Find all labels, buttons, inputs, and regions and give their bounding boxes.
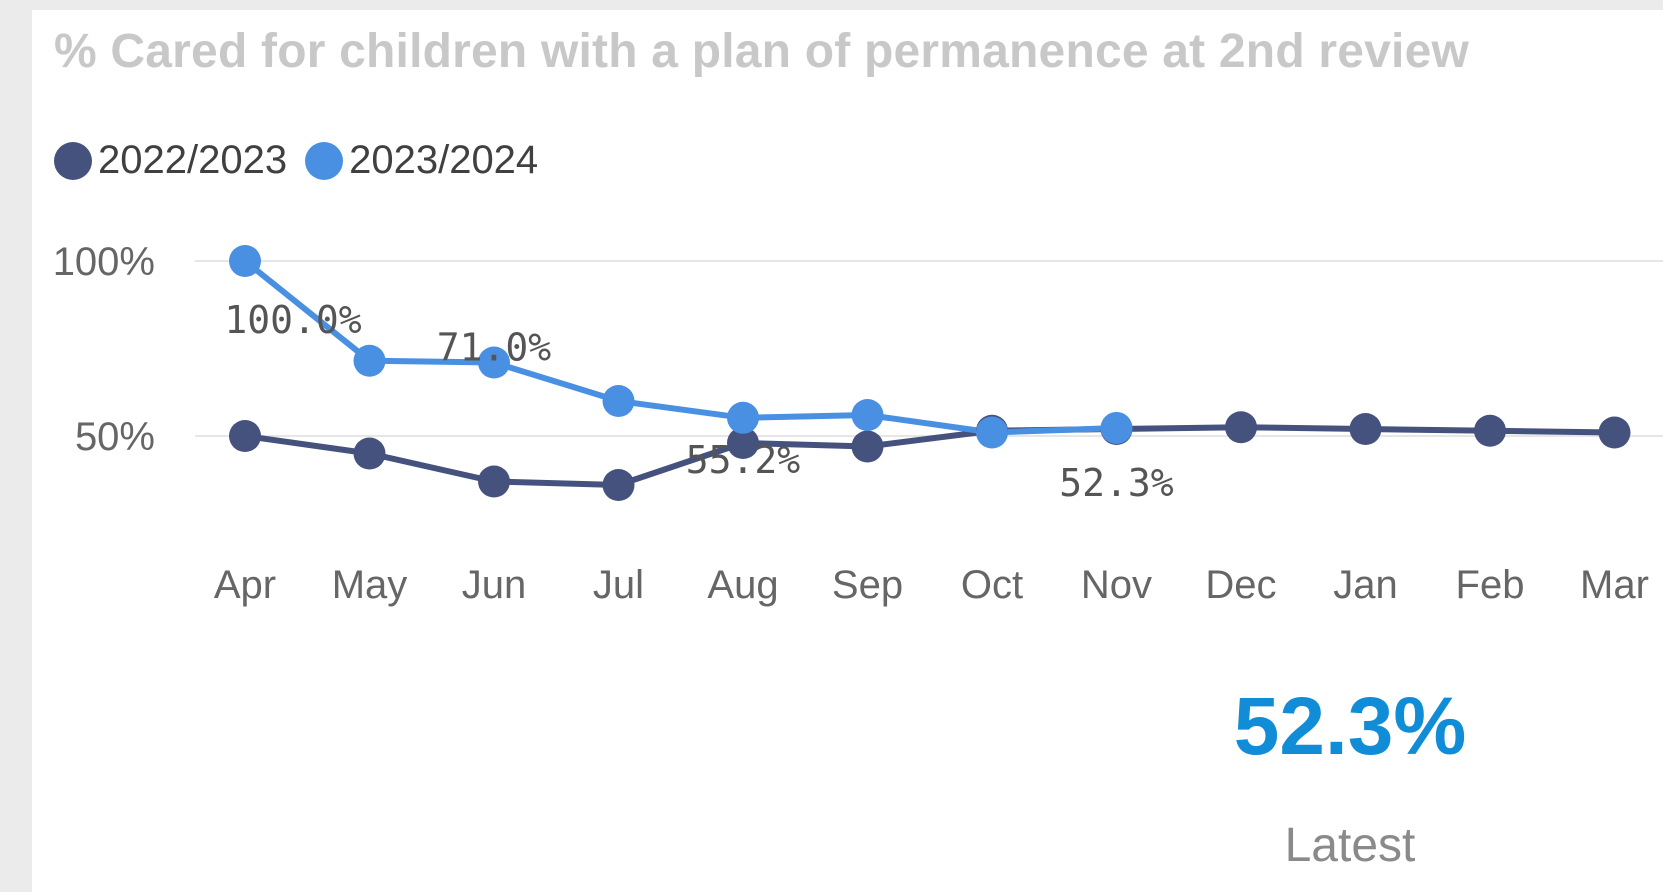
legend-label-2023-2024: 2023/2024 [349, 138, 539, 182]
legend-item-2023-2024[interactable]: 2023/2024 [305, 138, 538, 183]
x-tick-label: Jul [593, 563, 644, 607]
data-point [727, 401, 759, 434]
x-tick-label: Nov [1081, 563, 1152, 607]
data-point [353, 344, 386, 377]
legend-dot-2023-2024 [305, 141, 344, 180]
data-point [976, 416, 1008, 449]
data-point [851, 399, 884, 431]
data-point [478, 346, 510, 379]
chart-legend: 2022/2023 2023/2024 [54, 138, 556, 183]
data-point [1598, 416, 1631, 449]
data-label: 100.0% [224, 298, 361, 342]
series-line-2023-2024 [243, 258, 1117, 436]
data-label: 52.3% [1059, 461, 1174, 505]
chart-title: % Cared for children with a plan of perm… [54, 25, 1470, 78]
x-tick-label: Feb [1456, 563, 1525, 607]
chart-card: % Cared for children with a plan of perm… [32, 10, 1663, 892]
y-tick-label: 100% [53, 240, 155, 284]
data-point [1100, 411, 1133, 444]
data-point [1225, 411, 1257, 444]
x-tick-label: Jun [462, 563, 527, 607]
legend-label-2022-2023: 2022/2023 [98, 138, 288, 182]
kpi-latest-label: Latest [1284, 819, 1416, 872]
data-point [602, 469, 635, 501]
x-tick-label: May [332, 563, 408, 607]
x-tick-label: Dec [1205, 563, 1276, 607]
data-point [229, 245, 261, 277]
data-point [478, 465, 510, 498]
y-tick-label: 50% [75, 415, 155, 459]
x-tick-label: Apr [214, 563, 276, 607]
kpi-latest-value: 52.3% [1233, 681, 1467, 772]
data-point [353, 437, 386, 470]
x-tick-label: Oct [961, 563, 1023, 607]
legend-item-2022-2023[interactable]: 2022/2023 [54, 138, 287, 183]
data-point [1349, 413, 1382, 445]
legend-dot-2022-2023 [54, 141, 92, 180]
x-tick-label: Aug [707, 563, 778, 607]
data-label: 71.0% [437, 326, 552, 370]
data-point [229, 420, 261, 452]
x-tick-label: Mar [1580, 563, 1649, 607]
x-tick-label: Jan [1333, 563, 1398, 607]
series-line-2022-2023 [244, 424, 1615, 488]
data-point [1474, 414, 1506, 447]
x-tick-label: Sep [832, 563, 903, 607]
data-label: 55.2% [686, 438, 801, 482]
data-point [851, 430, 884, 463]
data-point [727, 427, 759, 459]
data-point [602, 385, 635, 417]
